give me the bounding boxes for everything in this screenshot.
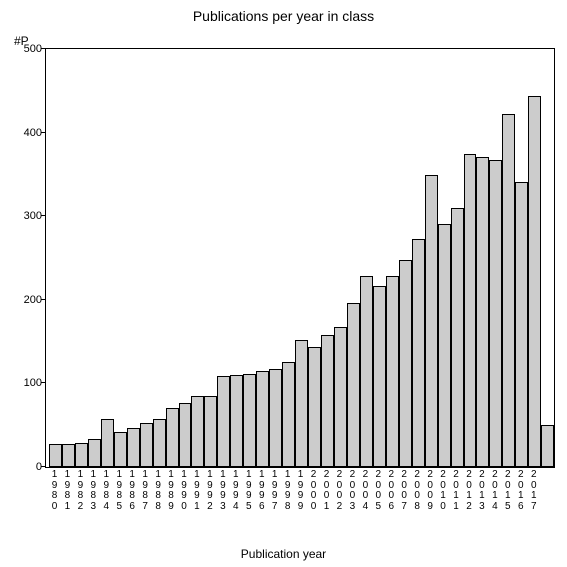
bar [166, 408, 179, 467]
x-tick-label: 2001 [320, 470, 333, 512]
x-tick-label: 1990 [178, 470, 191, 512]
y-tick-label: 500 [2, 43, 46, 55]
x-tick-label: 1994 [229, 470, 242, 512]
bar [464, 154, 477, 468]
x-tick-label: 1984 [100, 470, 113, 512]
x-tick-label: 1987 [139, 470, 152, 512]
x-tick-label: 1993 [216, 470, 229, 512]
y-tick-mark [41, 299, 46, 300]
bar [140, 423, 153, 467]
y-tick-mark [41, 215, 46, 216]
x-tick-label: 2000 [307, 470, 320, 512]
y-tick-mark [41, 466, 46, 467]
bar [489, 160, 502, 467]
bar [425, 175, 438, 467]
x-labels-group: 1980198119821983198419851986198719881989… [45, 470, 553, 512]
bar [191, 396, 204, 467]
bar [230, 375, 243, 467]
y-tick-mark [41, 48, 46, 49]
chart-container: Publications per year in class #P 010020… [0, 0, 567, 567]
chart-title: Publications per year in class [0, 8, 567, 24]
bar [282, 362, 295, 467]
x-tick-label: 1983 [87, 470, 100, 512]
y-tick-label: 100 [2, 377, 46, 389]
x-tick-label: 2003 [346, 470, 359, 512]
x-tick-label: 2017 [527, 470, 540, 512]
bar [438, 224, 451, 467]
bar [347, 303, 360, 467]
bar [243, 374, 256, 467]
x-tick-label: 1997 [268, 470, 281, 512]
bar [412, 239, 425, 467]
bar [321, 335, 334, 467]
bar [476, 157, 489, 467]
bar [269, 369, 282, 467]
bar [295, 340, 308, 467]
x-tick-label: 1982 [74, 470, 87, 512]
x-tick-label: 1992 [203, 470, 216, 512]
bar [334, 327, 347, 467]
x-tick-label: 2006 [385, 470, 398, 512]
x-tick-label: 2005 [372, 470, 385, 512]
x-tick-label: 1999 [294, 470, 307, 512]
x-tick-label: 2008 [411, 470, 424, 512]
x-tick-label: 2011 [450, 470, 463, 512]
y-tick-mark [41, 382, 46, 383]
y-tick-mark [41, 132, 46, 133]
y-tick-label: 400 [2, 127, 46, 139]
x-tick-label: 1989 [165, 470, 178, 512]
bar [217, 376, 230, 467]
x-tick-label: 2015 [501, 470, 514, 512]
y-tick-label: 200 [2, 294, 46, 306]
bar [399, 260, 412, 467]
x-tick-label: 1980 [48, 470, 61, 512]
y-tick-label: 0 [2, 461, 46, 473]
bar [101, 419, 114, 467]
x-tick-label: 2004 [359, 470, 372, 512]
bar [386, 276, 399, 467]
bar [62, 444, 75, 467]
x-tick-label: 1991 [190, 470, 203, 512]
x-tick-label: 1986 [126, 470, 139, 512]
bar [502, 114, 515, 467]
x-tick-label: 2012 [463, 470, 476, 512]
x-tick-label: 1981 [61, 470, 74, 512]
x-tick-label: 1985 [113, 470, 126, 512]
x-tick-label: 2014 [488, 470, 501, 512]
x-tick-label [540, 470, 553, 512]
bar [541, 425, 554, 467]
bar [75, 443, 88, 467]
x-tick-label: 2010 [437, 470, 450, 512]
bar [256, 371, 269, 467]
x-tick-label: 1996 [255, 470, 268, 512]
bars-group [46, 49, 554, 467]
bar [308, 347, 321, 467]
bar [515, 182, 528, 467]
bar [451, 208, 464, 467]
bar [49, 444, 62, 467]
bar [373, 286, 386, 467]
bar [127, 428, 140, 467]
x-tick-label: 1995 [242, 470, 255, 512]
bar [88, 439, 101, 467]
y-tick-label: 300 [2, 210, 46, 222]
bar [360, 276, 373, 467]
x-tick-label: 2013 [475, 470, 488, 512]
x-tick-label: 2007 [398, 470, 411, 512]
bar [179, 403, 192, 467]
x-tick-label: 1998 [281, 470, 294, 512]
bar [114, 432, 127, 467]
x-axis-label: Publication year [0, 547, 567, 561]
bar [204, 396, 217, 467]
bar [528, 96, 541, 467]
x-tick-label: 2009 [424, 470, 437, 512]
plot-area: 0100200300400500 [45, 48, 555, 468]
x-tick-label: 2016 [514, 470, 527, 512]
x-tick-label: 2002 [333, 470, 346, 512]
bar [153, 419, 166, 467]
x-tick-label: 1988 [152, 470, 165, 512]
